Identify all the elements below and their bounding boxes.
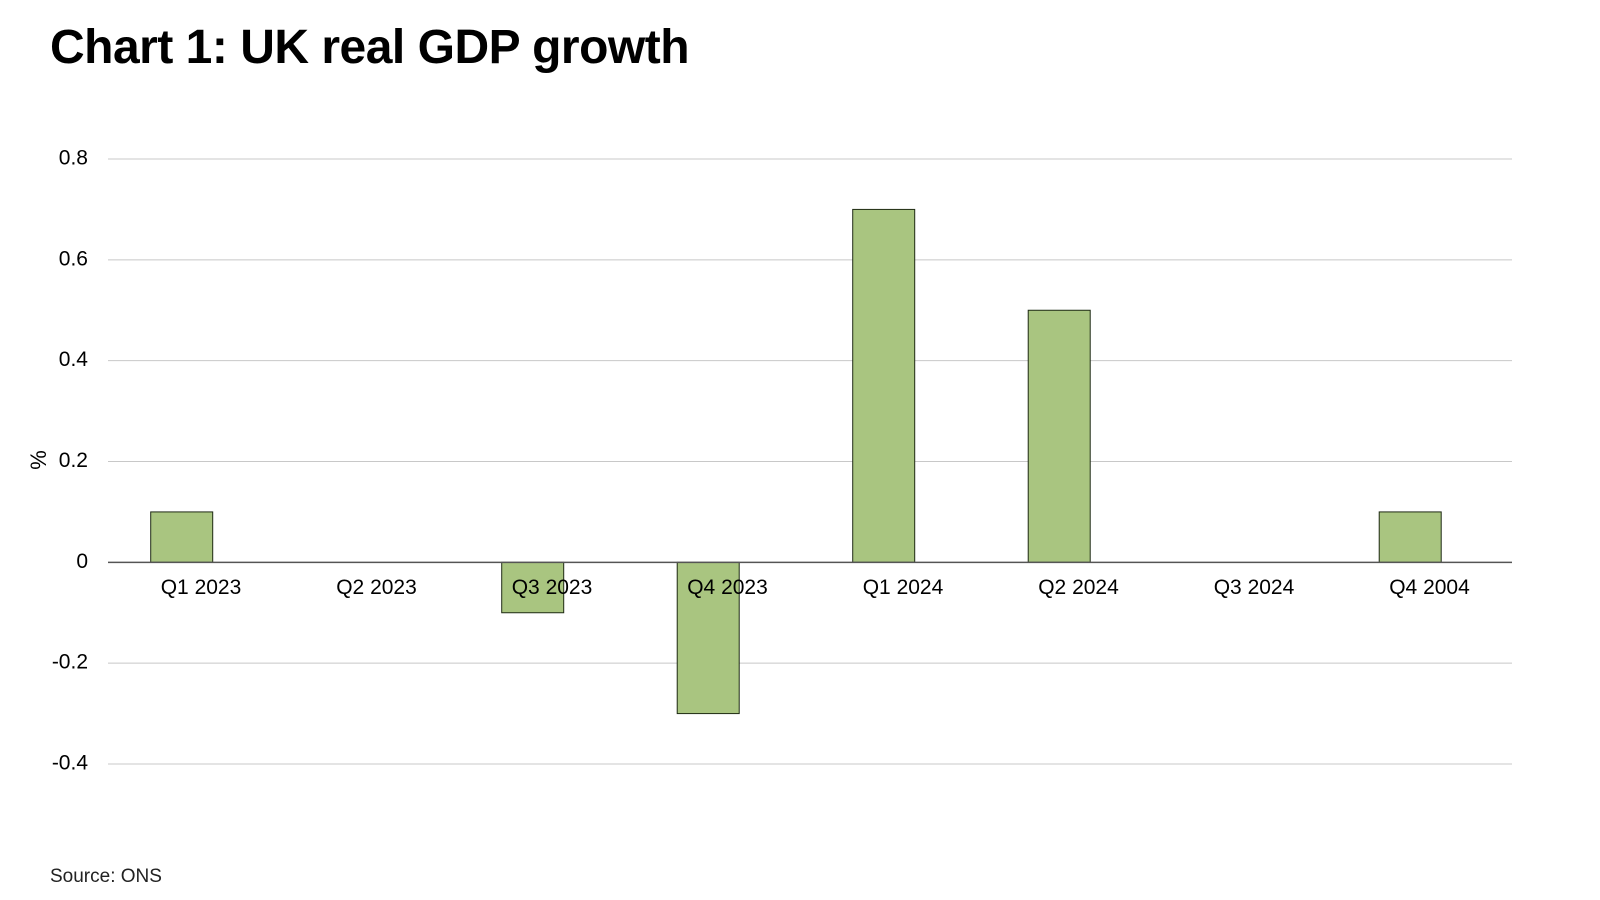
x-tick-label: Q3 2024 [1214, 576, 1295, 599]
x-tick-labels: Q1 2023 Q2 2023 Q3 2023 Q4 2023 Q1 2024 Q2 20… [161, 576, 1470, 599]
y-tick-labels: 0.8 0.6 0.4 0.2 0 -0.2 -0.4 [52, 147, 89, 775]
x-tick-label: Q4 2004 [1389, 576, 1470, 599]
x-tick-label: Q2 2024 [1038, 576, 1119, 599]
y-tick-label: 0.8 [59, 147, 88, 170]
y-tick-label: 0.6 [59, 247, 88, 270]
x-tick-label: Q4 2023 [687, 576, 768, 599]
y-tick-label: 0 [76, 550, 88, 573]
bar-q3-2023 [501, 561, 565, 614]
x-tick-label: Q3 2023 [512, 576, 593, 599]
chart-title: Chart 1: UK real GDP growth [50, 21, 690, 74]
y-tick-label: -0.2 [52, 651, 88, 674]
bar-q2-2024 [1027, 309, 1091, 563]
x-tick-label: Q1 2024 [863, 576, 944, 599]
y-tick-label: 0.4 [59, 348, 89, 371]
bars [150, 208, 1442, 715]
y-tick-label: -0.4 [52, 752, 89, 775]
bar-q1-2023 [150, 511, 214, 563]
bar-q4-2004 [1378, 511, 1442, 563]
y-tick-label: 0.2 [59, 449, 88, 472]
bar-q1-2024 [852, 208, 916, 563]
source-note: Source: ONS [50, 866, 162, 887]
x-tick-label: Q1 2023 [161, 576, 242, 599]
gridlines [108, 158, 1512, 765]
y-axis-title: % [26, 450, 51, 470]
bar-q4-2023 [676, 561, 740, 715]
x-tick-label: Q2 2023 [336, 576, 417, 599]
